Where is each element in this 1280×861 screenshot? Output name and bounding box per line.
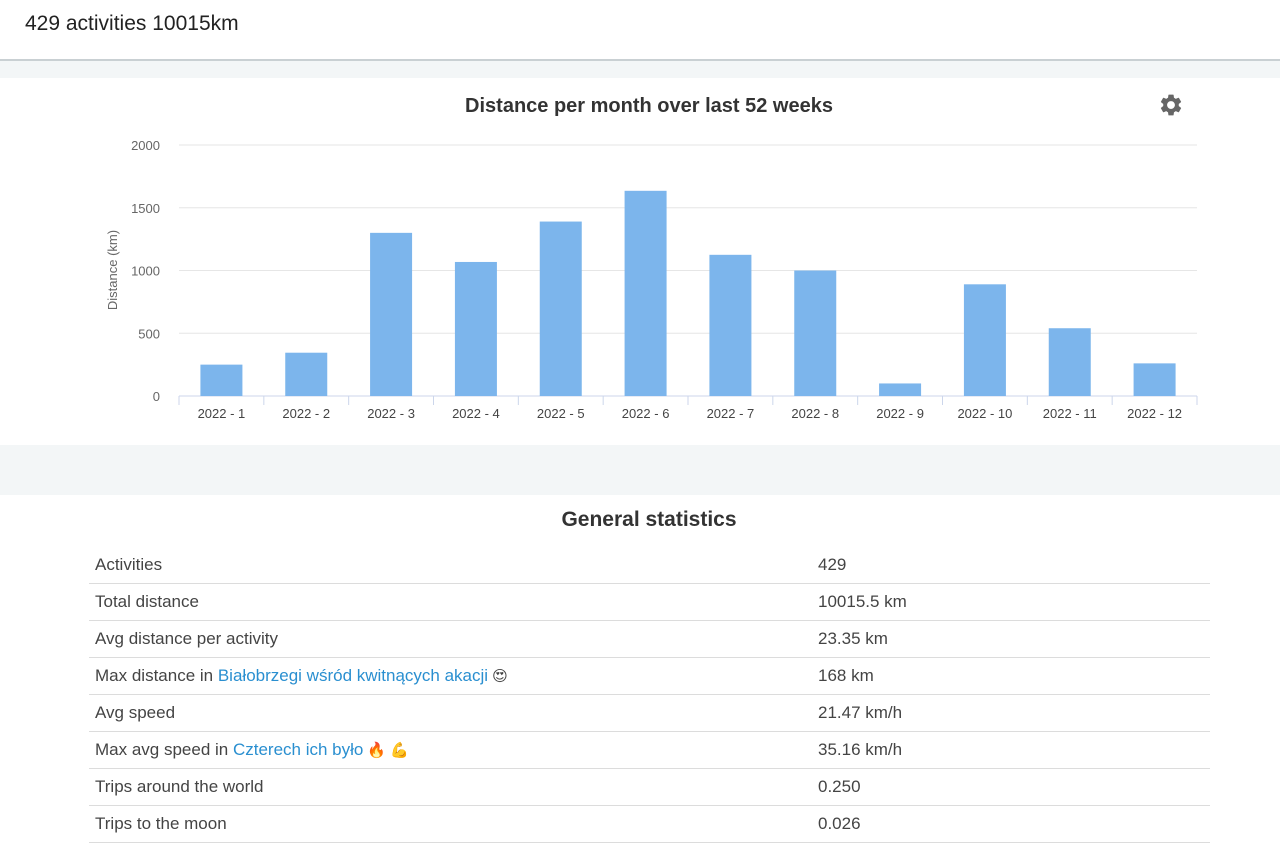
bar xyxy=(1048,328,1091,396)
stat-value: 0.026 xyxy=(818,805,1210,843)
bar xyxy=(624,190,667,396)
stat-label-cell: Max avg speed in Czterech ich było 🔥 💪 xyxy=(89,731,818,769)
stat-value: 21.47 km/h xyxy=(818,694,1210,732)
y-tick-label: 1000 xyxy=(131,264,160,279)
gear-icon[interactable] xyxy=(1158,92,1184,118)
max-distance-activity-link[interactable]: Białobrzegi wśród kwitnących akacji xyxy=(217,666,489,685)
bar xyxy=(963,284,1006,396)
stat-label: Trips to the moon xyxy=(89,805,818,843)
stats-row-trips-world: Trips around the world 0.250 xyxy=(89,768,1210,806)
stat-value: 35.16 km/h xyxy=(818,731,1210,769)
stats-row-activities: Activities 429 xyxy=(89,547,1210,584)
y-tick-label: 1500 xyxy=(131,201,160,216)
stats-row-total-distance: Total distance 10015.5 km xyxy=(89,583,1210,621)
stat-label: Trips around the world xyxy=(89,768,818,806)
stat-label: Max avg speed in xyxy=(95,740,233,759)
section-gap xyxy=(0,445,1280,495)
y-axis-label: Distance (km) xyxy=(105,230,120,310)
x-tick-label: 2022 - 4 xyxy=(452,406,500,421)
stat-value: 0.250 xyxy=(818,768,1210,806)
stats-title: General statistics xyxy=(561,508,737,531)
heart-eyes-emoji-icon: 😍 xyxy=(492,668,508,685)
stats-row-avg-speed: Avg speed 21.47 km/h xyxy=(89,694,1210,732)
stats-row-max-avg-speed: Max avg speed in Czterech ich było 🔥 💪 35… xyxy=(89,731,1210,769)
bar xyxy=(879,383,922,396)
bar xyxy=(539,221,582,396)
bar xyxy=(200,364,243,396)
bar xyxy=(370,232,413,396)
x-tick-label: 2022 - 12 xyxy=(1127,406,1182,421)
fire-muscle-emoji-icon: 🔥 💪 xyxy=(367,742,409,759)
distance-chart: Distance per month over last 52 weeks Di… xyxy=(105,95,1198,421)
page-header: 429 activities 10015km xyxy=(0,0,1280,61)
x-tick-label: 2022 - 5 xyxy=(537,406,585,421)
x-tick-label: 2022 - 6 xyxy=(622,406,670,421)
x-tick-label: 2022 - 11 xyxy=(1043,406,1097,421)
stat-label-cell: Max distance in Białobrzegi wśród kwitną… xyxy=(89,657,818,695)
x-tick-label: 2022 - 10 xyxy=(957,406,1012,421)
y-tick-label: 500 xyxy=(138,326,160,341)
stat-label: Avg distance per activity xyxy=(89,620,818,658)
y-tick-label: 0 xyxy=(153,389,160,404)
stats-row-trips-moon: Trips to the moon 0.026 xyxy=(89,805,1210,843)
max-speed-activity-link[interactable]: Czterech ich było xyxy=(232,740,364,759)
activities-summary: 429 activities 10015km xyxy=(25,12,239,35)
bar xyxy=(709,254,752,396)
stats-row-max-distance: Max distance in Białobrzegi wśród kwitną… xyxy=(89,657,1210,695)
stat-value: 23.35 km xyxy=(818,620,1210,658)
y-tick-label: 2000 xyxy=(131,138,160,153)
x-tick-label: 2022 - 8 xyxy=(791,406,839,421)
bar xyxy=(285,352,328,396)
bar xyxy=(794,270,837,396)
stat-label: Activities xyxy=(89,547,818,584)
stat-label: Total distance xyxy=(89,583,818,621)
x-tick-label: 2022 - 3 xyxy=(367,406,415,421)
x-tick-label: 2022 - 7 xyxy=(707,406,755,421)
stat-value: 10015.5 km xyxy=(818,583,1210,621)
stats-table: Activities 429 Total distance 10015.5 km… xyxy=(89,547,1210,843)
stat-value: 429 xyxy=(818,547,1210,584)
stat-value: 168 km xyxy=(818,657,1210,695)
bar xyxy=(454,261,497,396)
stat-label: Avg speed xyxy=(89,694,818,732)
x-tick-label: 2022 - 1 xyxy=(198,406,246,421)
x-tick-label: 2022 - 2 xyxy=(282,406,330,421)
stats-row-avg-distance: Avg distance per activity 23.35 km xyxy=(89,620,1210,658)
section-gap xyxy=(0,61,1280,78)
stat-label: Max distance in xyxy=(95,666,218,685)
bar xyxy=(1133,363,1176,396)
x-tick-label: 2022 - 9 xyxy=(876,406,924,421)
chart-title: Distance per month over last 52 weeks xyxy=(465,95,833,117)
